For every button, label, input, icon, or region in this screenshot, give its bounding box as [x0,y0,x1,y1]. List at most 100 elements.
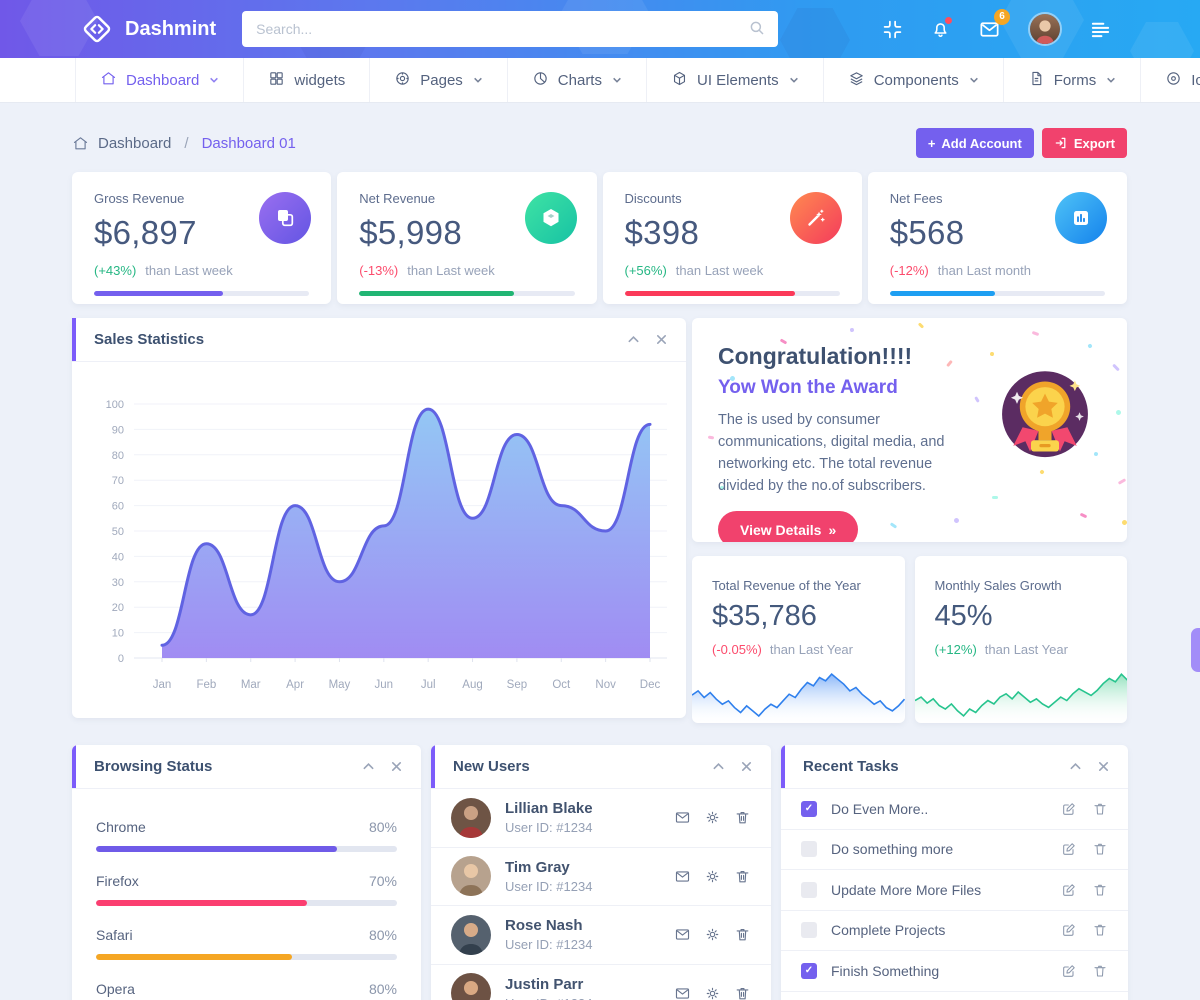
breadcrumb-section[interactable]: Dashboard [98,134,172,152]
mini-title: Monthly Sales Growth [934,578,1062,593]
view-details-label: View Details [740,521,822,538]
stat-value: $5,998 [359,214,462,251]
nav-item-charts[interactable]: Charts [508,58,647,102]
gear-icon[interactable] [704,868,721,885]
chevron-down-icon [612,72,622,89]
browser-name: Firefox [96,873,139,889]
browser-row-chrome: Chrome 80% [96,819,397,852]
close-icon[interactable] [740,760,753,773]
trash-icon[interactable] [1092,801,1108,817]
svg-text:Oct: Oct [552,679,571,691]
messages-mail-icon[interactable]: 6 [978,8,1010,41]
mail-icon[interactable] [674,868,691,885]
export-button[interactable]: Export [1041,128,1127,158]
progress-fill [624,291,795,296]
nav-item-widgets[interactable]: widgets [244,58,371,102]
congrats-title: Congratulation!!!! [718,343,913,369]
task-row: Finish Something [781,951,1128,992]
revenue-sparkline-chart [692,665,905,723]
progress-track [96,900,397,906]
gear-icon[interactable] [704,985,721,1000]
notifications-bell-icon[interactable] [930,16,952,40]
mini-note: than Last Year [769,642,853,657]
nav-item-pages[interactable]: Pages [370,58,508,102]
svg-text:Apr: Apr [286,679,304,691]
nav-item-forms[interactable]: Forms [1004,58,1142,102]
theme-settings-tab[interactable] [1191,628,1200,672]
svg-text:20: 20 [112,602,124,614]
add-account-button[interactable]: + Add Account [915,128,1034,158]
browser-row-opera: Opera 80% [96,981,397,1000]
gear-icon[interactable] [704,926,721,943]
task-label: Complete Projects [831,922,946,939]
nav-label: Components [873,71,959,89]
trash-icon[interactable] [1092,922,1108,938]
mail-icon[interactable] [674,809,691,826]
mail-icon[interactable] [674,985,691,1000]
mail-icon[interactable] [674,926,691,943]
browser-name: Opera [96,981,135,997]
close-icon[interactable] [390,760,403,773]
nav-item-icons[interactable]: Icons [1141,58,1200,102]
edit-icon[interactable] [1061,841,1077,857]
task-checkbox[interactable] [801,881,817,898]
search-input[interactable] [242,11,779,47]
task-checkbox[interactable] [801,922,817,939]
collapse-icon[interactable] [712,760,725,773]
user-avatar[interactable] [1028,12,1062,46]
task-checkbox[interactable] [801,962,817,979]
stat-delta: (-12%) [889,263,929,278]
top-header: Dashmint 6 [0,0,1200,58]
stat-note: than Last week [145,263,233,278]
collapse-icon[interactable] [627,333,640,346]
nav-label: Forms [1053,71,1097,89]
chevron-down-icon [1106,72,1116,89]
stat-value: $6,897 [94,214,197,251]
gear-icon[interactable] [704,809,721,826]
nav-item-components[interactable]: Components [824,58,1004,102]
edit-icon[interactable] [1061,963,1077,979]
svg-text:Aug: Aug [462,679,482,691]
edit-icon[interactable] [1061,801,1077,817]
stat-note: than Last month [937,263,1031,278]
new-users-card: New Users Lillian Blake User ID: #1234 Ti… [431,745,771,1000]
user-name: Rose Nash [505,917,583,935]
breadcrumb: Dashboard / Dashboard 01 [72,135,296,152]
nav-label: Pages [420,71,463,89]
close-icon[interactable] [1097,760,1110,773]
trash-icon[interactable] [734,868,751,885]
avatar [451,973,491,1000]
search-icon[interactable] [748,19,766,42]
trash-icon[interactable] [734,926,751,943]
trash-icon[interactable] [1092,882,1108,898]
grid-icon [268,70,285,91]
menu-toggle-icon[interactable] [1089,18,1112,41]
nav-item-ui-elements[interactable]: UI Elements [647,58,824,102]
collapse-icon[interactable] [1069,760,1082,773]
view-details-button[interactable]: View Details » [718,511,859,542]
browser-percent: 70% [368,873,397,889]
browser-percent: 80% [368,819,397,835]
svg-text:Sep: Sep [507,679,527,691]
collapse-icon[interactable] [362,760,375,773]
task-checkbox[interactable] [801,800,817,817]
congrats-body: The is used by consumer communications, … [718,412,945,495]
card-title: Recent Tasks [803,758,899,775]
task-label: Update More More Files [831,881,982,898]
task-checkbox[interactable] [801,841,817,858]
trash-icon[interactable] [734,985,751,1000]
breadcrumb-current[interactable]: Dashboard 01 [201,134,296,152]
svg-text:100: 100 [106,399,124,411]
edit-icon[interactable] [1061,882,1077,898]
trash-icon[interactable] [1092,841,1108,857]
trash-icon[interactable] [1092,963,1108,979]
nav-item-dashboard[interactable]: Dashboard [75,58,245,102]
double-arrow-icon: » [828,521,837,538]
trash-icon[interactable] [734,809,751,826]
edit-icon[interactable] [1061,922,1077,938]
fullscreen-compress-icon[interactable] [882,19,903,40]
cube-icon [671,70,688,91]
brand[interactable]: Dashmint [0,14,216,44]
close-icon[interactable] [655,333,668,346]
brand-name: Dashmint [125,17,217,40]
